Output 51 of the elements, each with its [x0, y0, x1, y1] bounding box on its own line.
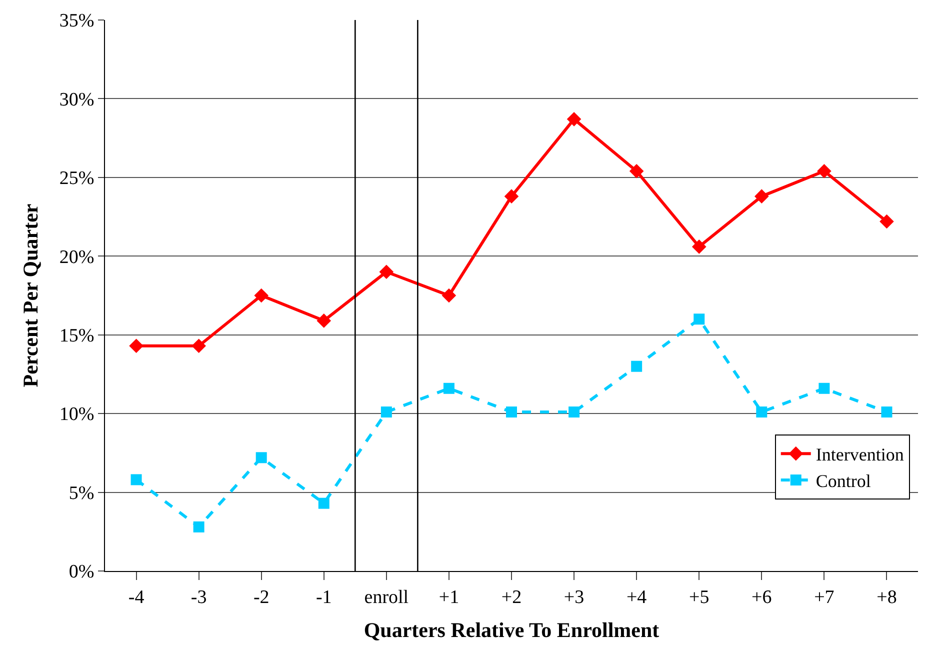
- point: [629, 164, 644, 178]
- point: [254, 288, 268, 303]
- point: [443, 382, 454, 394]
- point: [192, 338, 206, 354]
- point: [318, 498, 330, 509]
- point: [566, 112, 582, 126]
- point: [129, 338, 144, 354]
- x-axis-title: Quarters Relative To Enrollment: [364, 618, 660, 642]
- y-tick-label: 20%: [59, 246, 94, 268]
- x-tick-label: -2: [253, 586, 270, 608]
- legend-label: Intervention: [816, 444, 904, 465]
- point: [694, 314, 705, 325]
- x-tick-label: -4: [128, 586, 145, 608]
- x-tick-label: +2: [501, 586, 522, 608]
- point: [880, 214, 894, 229]
- x-tick-label: -3: [190, 586, 207, 608]
- point: [316, 314, 332, 328]
- point: [130, 474, 142, 486]
- point: [817, 164, 832, 178]
- y-tick-label: 25%: [59, 168, 94, 190]
- y-tick-label: 5%: [68, 482, 94, 504]
- point: [380, 406, 392, 418]
- x-tick-label: +3: [564, 586, 584, 608]
- point: [568, 406, 580, 418]
- x-tick-label: +4: [626, 586, 648, 608]
- point: [692, 240, 706, 254]
- point: [504, 189, 519, 204]
- point: [818, 382, 830, 394]
- point: [756, 406, 768, 418]
- y-axis-title: Percent Per Quarter: [18, 204, 43, 388]
- y-tick-label: 0%: [68, 562, 94, 583]
- x-tick-label: +5: [689, 586, 710, 608]
- x-tick-label: +6: [752, 586, 772, 608]
- x-tick-label: enroll: [364, 586, 409, 608]
- x-tick-label: +8: [876, 586, 897, 608]
- y-tick-label: 35%: [59, 10, 94, 32]
- point: [506, 406, 517, 418]
- point: [256, 452, 267, 464]
- point: [881, 406, 892, 418]
- x-tick-label: -1: [316, 586, 332, 608]
- y-tick-label: 15%: [59, 326, 94, 347]
- y-tick-label: 10%: [59, 404, 94, 426]
- point: [193, 521, 204, 532]
- legend-label: Control: [816, 470, 871, 491]
- x-tick-label: +7: [814, 586, 834, 608]
- y-tick-label: 30%: [59, 89, 94, 110]
- x-tick-label: +1: [438, 586, 460, 608]
- point: [754, 189, 769, 204]
- point: [631, 360, 642, 372]
- point: [442, 288, 456, 303]
- point: [379, 264, 394, 280]
